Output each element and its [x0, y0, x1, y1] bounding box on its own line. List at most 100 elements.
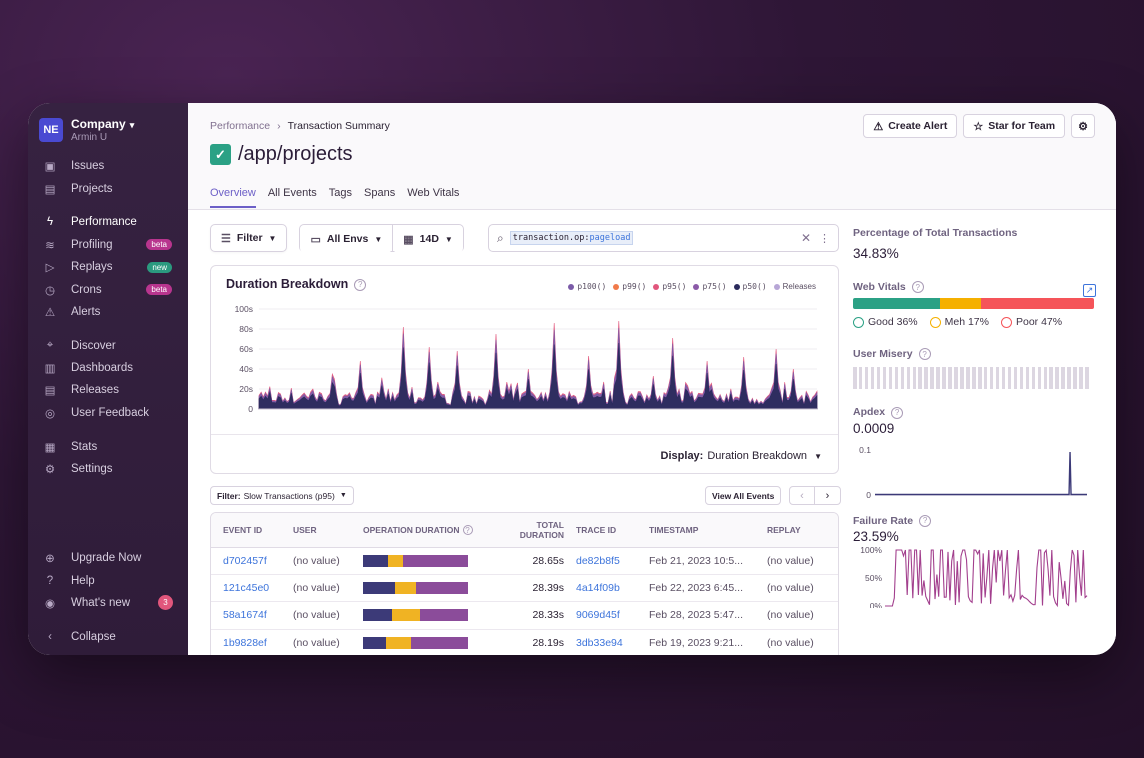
replay-cell: (no value) [767, 582, 814, 595]
legend-item-p99[interactable]: p99() [613, 282, 646, 291]
filter-icon: ☰ [221, 232, 231, 245]
help-icon[interactable]: ? [919, 514, 932, 527]
create-alert-button[interactable]: ⚠ Create Alert [863, 114, 958, 138]
legend-dot [568, 283, 575, 290]
play-icon: ▷ [45, 262, 55, 275]
web-vitals-segment[interactable] [980, 298, 1094, 310]
sidebar-item-user-feedback[interactable]: ◎ User Feedback [28, 402, 188, 424]
replay-cell: (no value) [767, 636, 814, 649]
sidebar-item-replays[interactable]: ▷ Replays new [28, 256, 188, 278]
app-window: NE Company ▾ Armin U ▣ Issues ▤ Projects ϟ Per… [28, 103, 1116, 655]
sidebar-item-projects[interactable]: ▤ Projects [28, 177, 188, 199]
column-header-timestamp[interactable]: TIMESTAMP [649, 525, 699, 535]
user-cell: (no value) [293, 582, 340, 595]
legend-item-releases[interactable]: Releases [773, 282, 816, 291]
column-header-event-id[interactable]: EVENT ID [223, 525, 263, 535]
sidebar-item-what-s-new[interactable]: ◉ What's new 3 [28, 592, 188, 614]
legend-item-p50[interactable]: p50() [733, 282, 767, 291]
legend-item-p100[interactable]: p100() [568, 282, 606, 291]
breadcrumb-performance[interactable]: Performance [210, 120, 271, 132]
misery-bar-segment [942, 367, 946, 390]
web-vitals-legend-label: Meh 17% [944, 316, 989, 329]
env-selector[interactable]: ▭ All Envs ▼ [300, 225, 393, 253]
event-id-link[interactable]: 58a1674f [223, 609, 267, 622]
period-selector[interactable]: ▦ 14D ▼ [393, 225, 463, 253]
search-input[interactable]: ⌕ transaction.op:pageload ✕ ⋮ [488, 224, 839, 252]
event-id-link[interactable]: 121c45e0 [223, 582, 270, 595]
legend-item-p95[interactable]: p95() [653, 282, 686, 291]
view-all-events-button[interactable]: View All Events [705, 486, 782, 505]
more-options-icon[interactable]: ⋮ [819, 232, 830, 245]
misery-bar-segment [918, 367, 922, 390]
filter-button[interactable]: ☰ Filter ▼ [210, 224, 288, 252]
sidebar-item-performance[interactable]: ϟ Performance [28, 211, 188, 233]
column-header-operation-duration[interactable]: OPERATION DURATION? [363, 525, 491, 536]
help-icon[interactable]: ? [891, 406, 904, 419]
sidebar-bottom-nav: ⊕ Upgrade Now? Help ◉ What's new 3 ‹ Collapse [28, 547, 188, 649]
help-icon[interactable]: ? [918, 348, 931, 361]
search-token-value: pageload [589, 233, 631, 243]
upgrade-icon: ⊕ [45, 553, 55, 566]
sidebar-item-stats[interactable]: ▦ Stats [28, 435, 188, 457]
duration-chart: 100s 80s 60s 40s 20s 0Feb 16 11:00 PM Feb 18 1… [235, 304, 818, 416]
help-icon[interactable]: ? [462, 525, 473, 536]
sidebar-item-discover[interactable]: ⌖ Discover [28, 335, 188, 357]
sidebar-item-profiling[interactable]: ≋ Profiling beta [28, 234, 188, 256]
operation-segment [415, 582, 468, 595]
next-page-icon[interactable]: › [825, 489, 830, 502]
operation-duration-bar[interactable] [363, 555, 468, 568]
settings-button[interactable]: ⚙ [1071, 114, 1095, 138]
misery-bar-segment [1049, 367, 1053, 390]
sidebar-item-alerts[interactable]: ⚠ Alerts [28, 301, 188, 323]
help-icon[interactable]: ? [354, 278, 367, 291]
table-row: 58a1674f (no value) 28.33s 9069d45f Feb … [211, 602, 838, 630]
column-header-trace-id[interactable]: TRACE ID [576, 525, 617, 535]
tab-overview[interactable]: Overview [210, 187, 256, 208]
sidebar-item-issues[interactable]: ▣ Issues [28, 155, 188, 177]
table-filter-dropdown[interactable]: Filter: Slow Transactions (p95) ▼ [210, 486, 354, 505]
collapse-sidebar-button[interactable]: ‹ Collapse [28, 626, 188, 648]
search-token[interactable]: transaction.op:pageload [509, 231, 634, 245]
sidebar-item-dashboards[interactable]: ▥ Dashboards [28, 357, 188, 379]
tab-web-vitals[interactable]: Web Vitals [407, 187, 460, 199]
column-header-total-duration[interactable]: TOTAL DURATION [519, 520, 564, 540]
trace-id-link[interactable]: 3db33e94 [576, 636, 623, 649]
operation-duration-bar[interactable] [363, 636, 468, 649]
column-header-user[interactable]: USER [293, 525, 317, 535]
misery-bar-segment [900, 367, 905, 390]
y-tick-label: 0% [870, 601, 883, 608]
event-id-link[interactable]: d702457f [223, 555, 267, 568]
chevron-left-icon: ‹ [48, 631, 52, 644]
web-vitals-segment[interactable] [939, 298, 981, 310]
tab-spans[interactable]: Spans [364, 187, 396, 199]
web-vitals-segment[interactable] [853, 298, 940, 310]
previous-page-icon[interactable]: ‹ [790, 487, 815, 504]
chevron-right-icon: › [277, 120, 281, 132]
megaphone-icon: ◎ [44, 407, 56, 420]
open-external-icon[interactable]: ↗ [1083, 284, 1096, 297]
trace-id-link[interactable]: de82b8f5 [576, 555, 620, 568]
trace-id-link[interactable]: 9069d45f [576, 609, 620, 622]
legend-item-p75[interactable]: p75() [693, 282, 727, 291]
star-for-team-button[interactable]: ☆ Star for Team [963, 114, 1066, 138]
sidebar-badge-beta: beta [146, 284, 172, 296]
help-icon[interactable]: ? [911, 281, 924, 294]
operation-duration-bar[interactable] [363, 582, 468, 595]
sidebar-item-label: User Feedback [71, 406, 149, 419]
org-switcher[interactable]: NE Company ▾ Armin U [39, 117, 134, 143]
tab-tags[interactable]: Tags [328, 187, 353, 199]
operation-duration-bar[interactable] [363, 609, 468, 622]
web-vitals-legend-item: Good 36% [853, 316, 918, 328]
sidebar-item-releases[interactable]: ▤ Releases [28, 379, 188, 401]
column-header-replay[interactable]: REPLAY [767, 525, 801, 535]
clear-search-icon[interactable]: ✕ [800, 231, 811, 245]
sidebar-item-upgrade-now[interactable]: ⊕ Upgrade Now [28, 547, 188, 569]
event-id-link[interactable]: 1b9828ef [223, 636, 267, 649]
sidebar-item-help[interactable]: ? Help [28, 569, 188, 591]
sidebar-item-settings[interactable]: ⚙ Settings [28, 458, 188, 480]
sidebar-item-crons[interactable]: ◷ Crons beta [28, 278, 188, 300]
display-selector[interactable]: Display: Duration Breakdown ▼ [661, 450, 822, 462]
siren-icon: ⚠ [873, 120, 884, 133]
trace-id-link[interactable]: 4a14f09b [576, 582, 620, 595]
tab-all-events[interactable]: All Events [267, 187, 317, 199]
